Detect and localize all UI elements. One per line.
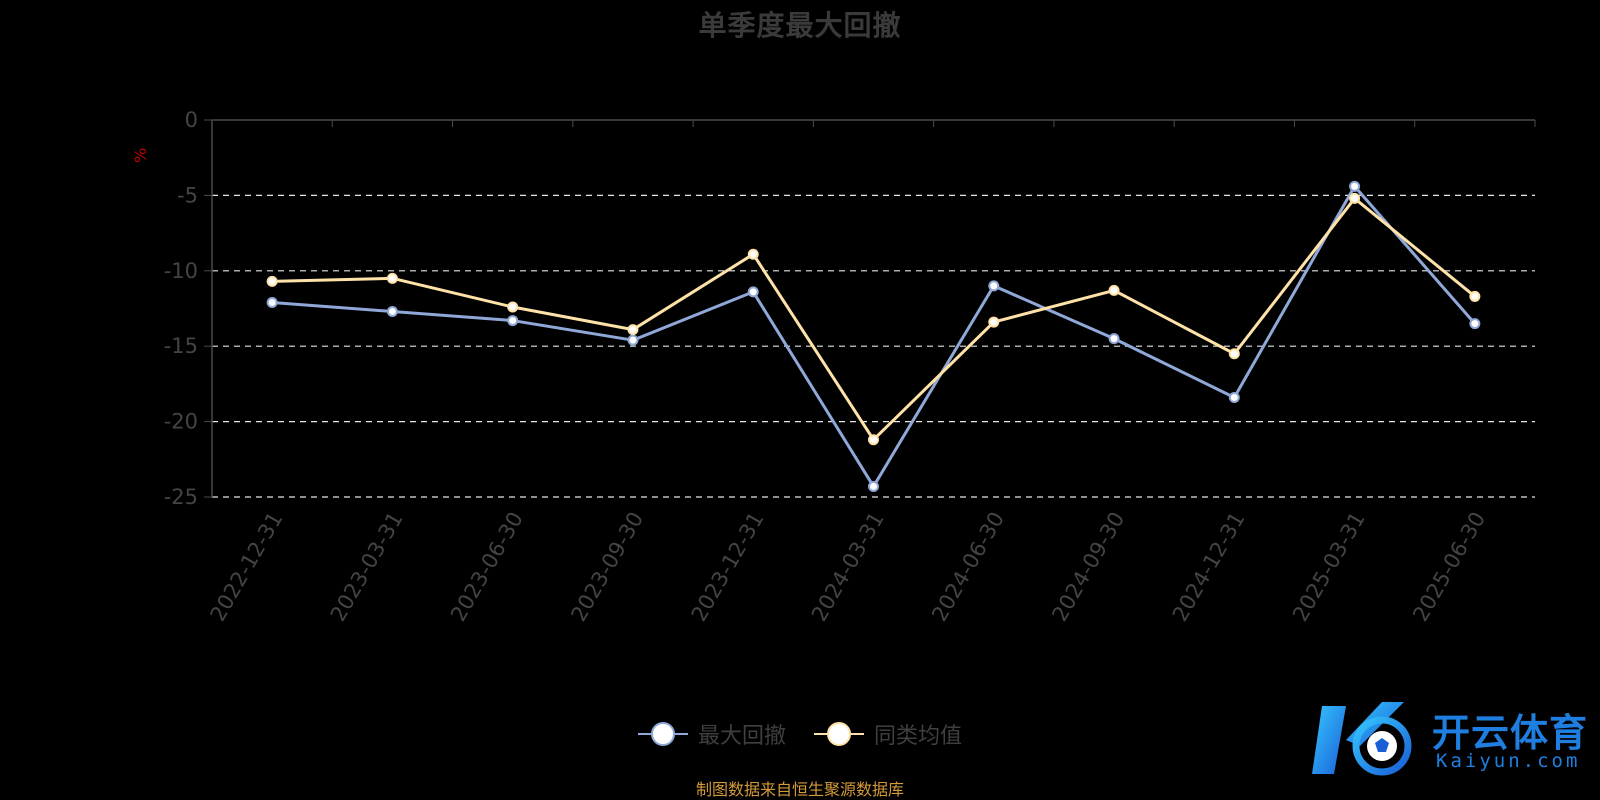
data-point bbox=[266, 275, 278, 287]
y-tick-label: -10 bbox=[164, 259, 198, 283]
x-tick-label: 2025-03-31 bbox=[1288, 508, 1370, 626]
legend-item-category-average[interactable]: 同类均值 bbox=[814, 718, 962, 750]
x-tick-label: 2023-12-31 bbox=[687, 508, 769, 626]
series-lines bbox=[266, 180, 1481, 492]
data-point bbox=[1108, 284, 1120, 296]
axes: 0 -5 -10 -15 -20 -25 2022-12-31 2023-03-31 2023-… bbox=[164, 108, 1536, 626]
legend-label-category-average: 同类均值 bbox=[874, 724, 963, 749]
data-point bbox=[988, 316, 1000, 328]
data-point bbox=[1349, 180, 1361, 192]
data-point bbox=[868, 434, 879, 446]
data-point bbox=[507, 301, 519, 313]
x-tick-label: 2023-09-30 bbox=[566, 508, 648, 626]
data-point bbox=[507, 315, 519, 327]
kaiyun-logo-icon bbox=[1312, 702, 1412, 776]
data-point bbox=[627, 334, 639, 346]
chart-title: 单季度最大回撤 bbox=[698, 9, 902, 42]
y-tick-label: -5 bbox=[177, 183, 198, 207]
data-point bbox=[1469, 318, 1481, 330]
data-point bbox=[386, 306, 398, 318]
data-source-note: 制图数据来自恒生聚源数据库 bbox=[695, 780, 904, 799]
data-point bbox=[1108, 333, 1120, 345]
legend-marker-max-drawdown bbox=[637, 722, 688, 746]
x-tick-label: 2024-12-31 bbox=[1168, 508, 1250, 626]
data-point bbox=[988, 280, 1000, 292]
y-axis-unit-label: % bbox=[131, 148, 150, 163]
data-point bbox=[266, 296, 278, 308]
data-point bbox=[1228, 391, 1240, 403]
x-tick-label: 2024-03-31 bbox=[807, 508, 889, 626]
data-point bbox=[627, 324, 639, 336]
y-tick-label: 0 bbox=[185, 108, 198, 132]
data-point bbox=[747, 248, 759, 260]
y-tick-label: -20 bbox=[164, 410, 198, 434]
legend-label-max-drawdown: 最大回撤 bbox=[697, 724, 786, 749]
legend-marker-category-average bbox=[814, 722, 864, 746]
y-tick-label: -25 bbox=[164, 485, 198, 509]
watermark: 开云体育 Kaiyun.com bbox=[1312, 696, 1592, 786]
legend-item-max-drawdown[interactable]: 最大回撤 bbox=[637, 718, 786, 750]
data-point bbox=[1349, 192, 1361, 204]
watermark-brand-cn: 开云体育 bbox=[1432, 711, 1589, 755]
grid-lines bbox=[212, 194, 1535, 498]
legend: 最大回撤 同类均值 bbox=[0, 718, 1600, 750]
x-tick-label: 2025-06-30 bbox=[1408, 508, 1490, 626]
x-tick-label: 2022-12-31 bbox=[206, 508, 288, 626]
y-tick-label: -15 bbox=[164, 334, 198, 358]
data-point bbox=[1469, 290, 1481, 302]
data-point bbox=[868, 480, 879, 492]
x-tick-label: 2023-03-31 bbox=[326, 508, 408, 626]
watermark-brand-en: Kaiyun.com bbox=[1436, 750, 1581, 772]
x-tick-label: 2023-06-30 bbox=[446, 508, 528, 626]
x-tick-label: 2024-06-30 bbox=[927, 508, 1009, 626]
series-line bbox=[272, 196, 1476, 442]
x-tick-label: 2024-09-30 bbox=[1047, 508, 1129, 626]
data-point bbox=[747, 286, 759, 298]
data-point bbox=[1228, 348, 1240, 360]
data-point bbox=[386, 272, 398, 284]
